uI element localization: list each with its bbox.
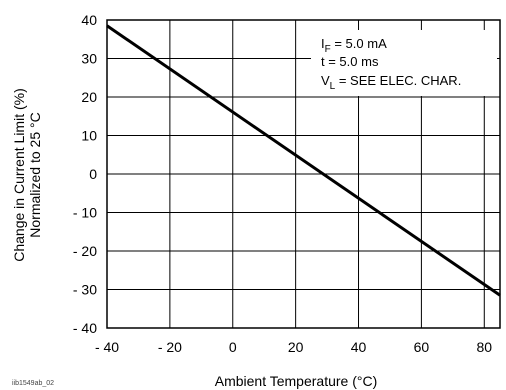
annotation-if-rest: = 5.0 mA [331,36,387,51]
y-tick-label: 20 [81,89,97,105]
x-tick-labels: - 40 - 20 0 20 40 60 80 [95,339,492,355]
y-tick-label: 0 [89,166,97,182]
x-tick-label: 20 [288,339,304,355]
x-axis-title: Ambient Temperature (°C) [215,373,378,389]
y-tick-label: - 30 [73,282,97,298]
x-tick-label: - 40 [95,339,119,355]
annotation-vl-rest: = SEE ELEC. CHAR. [335,73,461,88]
plot-frame [106,19,501,329]
y-tick-label: 30 [81,51,97,67]
y-axis-title-line1: Change in Current Limit (%) [11,88,27,262]
figure-id: iib1549ab_02 [12,380,54,387]
annotation-if-sub: F [325,44,331,55]
annotation-box: IF = 5.0 mA t = 5.0 ms VL = SEE ELEC. CH… [311,30,497,96]
x-tick-label: 80 [476,339,492,355]
y-tick-label: - 10 [73,205,97,221]
annotation-if-main: I [321,36,325,51]
y-axis-title-line2: Normalized to 25 °C [27,112,43,237]
annotation-t: t = 5.0 ms [321,54,379,69]
x-tick-label: 40 [351,339,367,355]
y-tick-label: - 20 [73,243,97,259]
y-tick-label: - 40 [73,320,97,336]
x-tick-label: 60 [414,339,430,355]
x-tick-label: - 20 [158,339,182,355]
x-tick-label: 0 [229,339,237,355]
annotation-vl: VL = SEE ELEC. CHAR. [321,73,461,92]
annotation-vl-main: V [321,73,330,88]
annotation-vl-sub: L [330,81,336,92]
y-tick-label: 40 [81,12,97,28]
annotation-if: IF = 5.0 mA [321,36,387,55]
y-tick-labels: 40 30 20 10 0 - 10 - 20 - 30 - 40 [73,12,97,336]
y-tick-label: 10 [81,128,97,144]
current-limit-curve [106,24,501,297]
